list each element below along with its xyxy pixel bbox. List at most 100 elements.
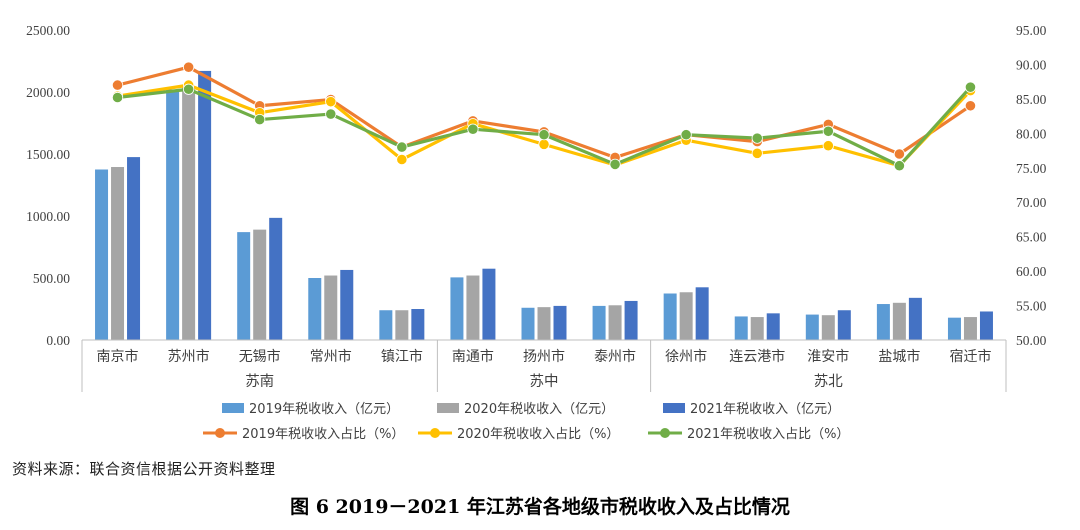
line-point: [822, 125, 834, 137]
x-group-label: 苏南: [245, 373, 274, 390]
bar: [892, 302, 906, 340]
line-point: [609, 158, 621, 170]
bar: [963, 317, 977, 340]
bar: [821, 315, 835, 340]
y-left-tick-label: 2500.00: [26, 23, 70, 38]
bar: [379, 310, 393, 340]
line-point: [964, 81, 977, 93]
legend-label: 2020年税收收入占比（%）: [457, 427, 619, 442]
line-point: [822, 140, 834, 152]
line-point: [751, 147, 763, 159]
bar: [876, 304, 890, 340]
legend-swatch: [663, 403, 685, 413]
x-category-label: 苏州市: [168, 348, 210, 365]
bar: [947, 317, 961, 340]
y-left-tick-label: 500.00: [33, 271, 70, 286]
line-point: [254, 113, 266, 126]
bar: [269, 217, 283, 340]
bar: [679, 292, 693, 340]
bar: [695, 287, 709, 340]
bar: [592, 305, 606, 340]
y-right-tick-label: 50.00: [1016, 333, 1047, 348]
bar: [237, 232, 251, 340]
x-group-label: 苏中: [530, 373, 559, 390]
x-category-label: 宿迁市: [949, 348, 991, 365]
bar: [450, 277, 464, 340]
x-category-label: 常州市: [310, 348, 352, 365]
bar: [253, 229, 267, 340]
x-category-label: 徐州市: [665, 348, 707, 365]
chart: 0.00 500.00 1000.00 1500.00 2000.00 2500.00 50…: [26, 23, 1047, 442]
legend-label: 2019年税收收入（亿元）: [249, 402, 399, 417]
bar: [198, 70, 212, 341]
bar: [750, 317, 764, 340]
line-point: [111, 79, 124, 91]
bar: [127, 157, 141, 340]
legend-swatch: [222, 403, 244, 413]
bar: [837, 310, 851, 340]
figure-caption: 图 6 2019－2021 年江苏省各地级市税收收入及占比情况: [290, 496, 790, 518]
y-left-tick-label: 2000.00: [26, 85, 70, 100]
legend-swatch: [437, 403, 459, 413]
bar: [166, 89, 180, 341]
line-point: [538, 129, 550, 141]
bar: [553, 305, 567, 340]
bar: [482, 268, 496, 340]
y-right-tick-label: 95.00: [1016, 23, 1047, 38]
line-point: [183, 61, 195, 73]
line-point: [964, 100, 977, 112]
legend-label: 2019年税收收入占比（%）: [242, 427, 404, 442]
y-right-tick-label: 85.00: [1016, 92, 1047, 107]
bar: [624, 300, 638, 340]
legend-label: 2021年税收收入（亿元）: [690, 402, 840, 417]
bar: [111, 167, 125, 340]
bar: [340, 269, 354, 340]
y-right-tick-label: 55.00: [1016, 299, 1047, 314]
y-right-tick-label: 60.00: [1016, 264, 1047, 279]
x-category-label: 南京市: [97, 348, 139, 365]
bar: [908, 297, 922, 340]
line-point: [111, 91, 124, 104]
x-category-label: 扬州市: [523, 348, 565, 365]
legend-swatch: [430, 428, 440, 438]
bar: [395, 310, 409, 340]
source-note: 资料来源：联合资信根据公开资料整理: [12, 460, 276, 478]
line-point: [893, 148, 905, 160]
y-right-tick-label: 80.00: [1016, 126, 1047, 141]
y-left-tick-label: 1500.00: [26, 147, 70, 162]
bar: [734, 316, 748, 340]
x-group-label: 苏北: [814, 373, 843, 390]
line-point: [396, 141, 408, 153]
x-category-label: 镇江市: [381, 348, 423, 365]
x-category-label: 连云港市: [729, 348, 785, 365]
line-point: [325, 96, 337, 108]
x-category-label: 南通市: [452, 348, 494, 365]
legend-label: 2020年税收收入（亿元）: [464, 402, 614, 417]
line-point: [183, 83, 195, 95]
line-point: [467, 123, 479, 135]
y-left-tick-label: 1000.00: [26, 209, 70, 224]
legend-label: 2021年税收收入占比（%）: [687, 427, 849, 442]
bar: [308, 278, 322, 340]
line-point: [893, 160, 905, 172]
legend-swatch: [215, 428, 225, 438]
x-category-label: 泰州市: [594, 348, 636, 365]
bar: [663, 293, 677, 340]
y-right-tick-label: 75.00: [1016, 161, 1047, 176]
line-point: [538, 138, 550, 150]
bar: [411, 309, 425, 340]
legend-swatch: [660, 428, 670, 438]
line-point: [680, 129, 692, 141]
bar: [466, 275, 480, 340]
bar: [182, 87, 196, 340]
y-right-tick-label: 70.00: [1016, 195, 1047, 210]
line-point: [751, 132, 763, 144]
bar: [537, 307, 551, 340]
x-category-label: 淮安市: [807, 348, 849, 365]
bar: [766, 313, 780, 340]
y-right-tick-label: 90.00: [1016, 57, 1047, 72]
y-right-tick-label: 65.00: [1016, 230, 1047, 245]
bar: [979, 311, 993, 340]
y-left-tick-label: 0.00: [46, 333, 70, 348]
bar: [521, 307, 535, 340]
